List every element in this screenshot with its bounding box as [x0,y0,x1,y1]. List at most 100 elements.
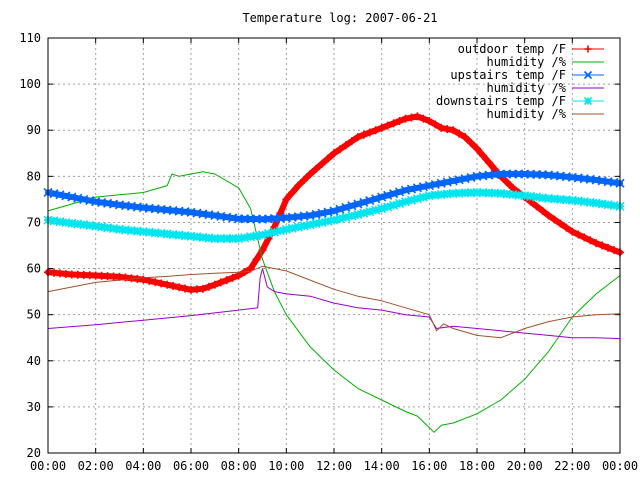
series-6 [47,265,621,339]
axes: 00:00 02:00 04:00 06:00 08:00 10:00 12:00 14:00… [19,31,638,473]
point-marker [252,255,261,264]
point-marker [299,221,309,231]
point-marker [443,125,452,134]
chart-title: Temperature log: 2007-06-21 [242,11,437,25]
point-marker [318,159,327,168]
point-marker [312,164,321,173]
point-marker [556,219,565,228]
point-marker [400,197,411,207]
legend-label: humidity /% [487,55,567,69]
point-marker [562,223,571,232]
legend-label: humidity /% [487,107,567,121]
point-marker [583,70,593,80]
point-marker [406,195,417,205]
point-marker [311,219,321,229]
series-4 [47,268,621,340]
point-marker [597,199,607,209]
y-tick-label: 40 [27,354,41,368]
x-tick-label: 22:00 [554,459,590,473]
point-marker [461,133,470,142]
x-tick-label: 00:00 [30,459,66,473]
point-marker [502,178,511,187]
point-marker [484,158,493,167]
point-marker [584,45,592,53]
point-marker [401,114,410,123]
series-markers [44,112,624,294]
series-line [47,265,621,339]
point-marker [341,212,351,222]
point-marker [371,126,380,135]
point-marker [437,123,446,132]
point-marker [151,278,160,287]
series-layer [43,112,625,433]
point-marker [473,144,481,153]
point-marker [353,210,363,220]
point-marker [157,279,166,288]
point-marker [610,246,619,255]
point-marker [371,205,381,215]
y-tick-label: 110 [19,31,41,45]
point-marker [353,133,362,142]
legend-label: downstairs temp /F [436,94,566,108]
y-tick-label: 50 [27,308,41,322]
point-marker [412,194,422,204]
series-5 [43,187,625,244]
point-marker [181,284,190,293]
point-marker [377,123,386,132]
y-tick-label: 20 [27,446,41,460]
y-tick-label: 60 [27,262,41,276]
point-marker [389,119,398,128]
point-marker [586,236,595,245]
series-line [47,171,621,433]
y-tick-label: 30 [27,400,41,414]
point-marker [538,206,547,215]
legend-label: outdoor temp /F [458,42,566,56]
legend-label: humidity /% [487,81,567,95]
series-markers [43,169,625,224]
x-tick-label: 10:00 [268,459,304,473]
point-marker [269,227,279,237]
point-marker [306,170,315,179]
point-marker [365,128,374,137]
y-tick-label: 70 [27,215,41,229]
point-marker [383,202,393,212]
x-tick-label: 06:00 [173,459,209,473]
point-marker [425,117,434,125]
x-tick-label: 14:00 [364,459,400,473]
point-marker [568,227,577,236]
point-marker [169,281,178,290]
point-marker [222,276,231,285]
point-marker [294,181,303,190]
x-tick-label: 20:00 [507,459,543,473]
point-marker [359,208,369,218]
series-line [47,268,621,340]
point-marker [324,154,333,163]
point-marker [508,183,517,192]
x-tick-label: 02:00 [78,459,114,473]
point-marker [204,282,213,291]
plot-frame [47,37,621,454]
x-tick-label: 08:00 [221,459,257,473]
point-marker [341,141,350,150]
point-marker [603,200,613,210]
legend-entry: humidity /% [487,107,604,121]
point-marker [163,280,172,289]
point-marker [604,243,613,252]
point-marker [431,120,440,129]
legend-entry: downstairs temp /F [436,94,604,108]
point-marker [330,149,338,158]
legend-entry: outdoor temp /F [458,42,604,56]
legend-entry: humidity /% [487,81,604,95]
point-marker [228,273,237,282]
x-tick-label: 16:00 [411,459,447,473]
point-marker [583,96,593,106]
y-tick-label: 90 [27,123,41,137]
point-marker [419,114,428,123]
point-marker [395,117,404,125]
point-marker [377,204,387,214]
point-marker [532,202,541,211]
legend-entry: humidity /% [487,55,604,69]
point-marker [275,226,285,236]
point-marker [478,151,487,160]
